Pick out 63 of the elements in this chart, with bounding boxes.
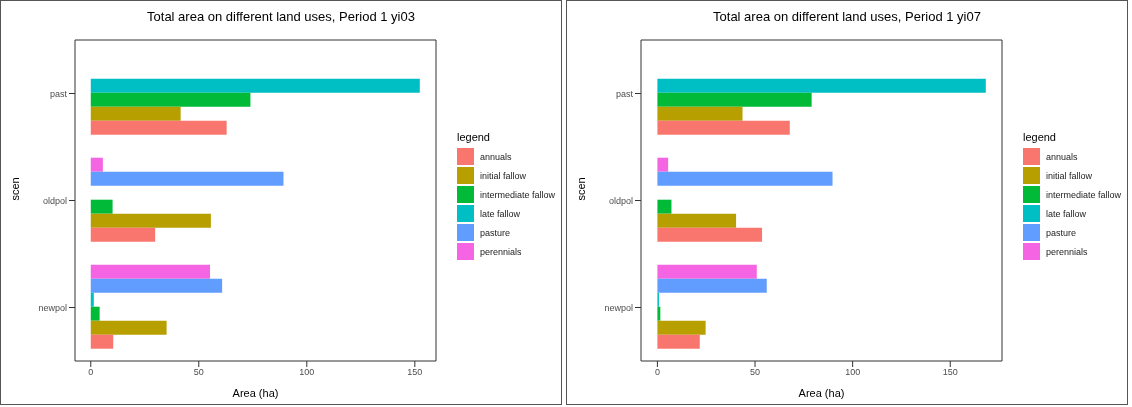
legend-label: pasture [1045,227,1076,238]
legend-label: late fallow [479,208,520,219]
x-tick-label: 150 [942,367,958,378]
legend-title: legend [1022,131,1057,143]
bar [90,120,227,135]
bar [90,227,156,242]
legend-label: annuals [479,151,512,162]
bar [657,106,743,121]
legend-label: initial fallow [1045,170,1092,181]
x-tick-label: 0 [654,367,660,378]
bar [90,199,113,214]
bar [657,92,812,107]
x-tick-label: 150 [407,367,423,378]
legend-label: late fallow [1045,208,1086,219]
chart-title: Total area on different land uses, Period 1 yi07 [712,8,982,26]
bar [90,213,211,228]
y-axis-title: scen [574,177,587,201]
bar [657,213,737,228]
x-tick-label: 100 [845,367,861,378]
x-tick-label: 50 [750,367,761,378]
bar [90,157,103,172]
bar [657,199,672,214]
legend-label: perennials [479,246,522,257]
y-axis-title: scen [8,177,21,201]
bar [657,227,763,242]
y-tick-label: past [615,88,634,99]
bar [90,264,211,279]
bar [657,306,661,321]
x-axis-title: Area (ha) [232,387,279,399]
legend-label: pasture [479,227,510,238]
bar [657,171,833,186]
bar [90,320,167,335]
x-tick-label: 0 [88,367,94,378]
legend-title: legend [456,131,491,143]
bar [90,92,251,107]
bar [90,106,181,121]
legend-label: perennials [1045,246,1088,257]
x-axis-title: Area (ha) [798,387,845,399]
legend-label: intermediate fallow [479,189,555,200]
legend-label: annuals [1045,151,1078,162]
bar [90,334,114,349]
y-tick-label: past [49,88,68,99]
bar [657,78,986,93]
bar [657,264,757,279]
x-tick-label: 100 [299,367,315,378]
bar [90,292,94,307]
bar [90,171,284,186]
bar [90,306,100,321]
chart-title: Total area on different land uses, Period 1 yi03 [146,8,416,26]
y-tick-label: oldpol [608,195,633,206]
bar [657,320,706,335]
bar [657,334,700,349]
y-tick-label: newpol [38,302,67,313]
y-tick-label: newpol [604,302,633,313]
y-tick-label: oldpol [42,195,67,206]
bar [90,278,223,293]
bar [657,157,669,172]
x-tick-label: 50 [193,367,204,378]
bar [657,278,767,293]
legend-label: initial fallow [479,170,526,181]
bar [657,120,790,135]
legend-label: intermediate fallow [1045,189,1121,200]
bar [90,78,420,93]
